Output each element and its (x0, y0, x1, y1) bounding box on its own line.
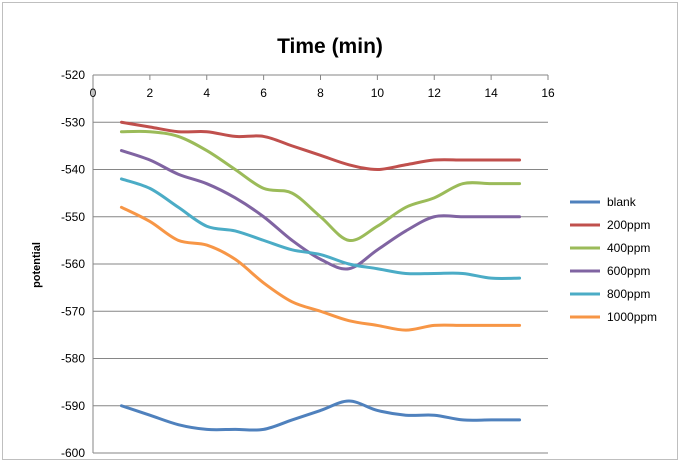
axes (92, 74, 549, 453)
y-tick-labels: -520 -530 -540 -550 -560 -570 -580 -590 -600 (61, 68, 85, 460)
y-tick-label: -600 (61, 446, 85, 460)
legend-label-200ppm: 200ppm (607, 218, 650, 232)
series-line-blank (119, 399, 522, 432)
y-tick-label: -590 (61, 399, 85, 413)
legend: blank 200ppm 400ppm 600ppm 800ppm 1000ppm (570, 195, 657, 324)
legend-label-blank: blank (607, 195, 637, 209)
x-tick-label: 12 (428, 86, 442, 100)
y-tick-label: -540 (61, 163, 85, 177)
series-line-200ppm (119, 120, 522, 171)
x-tick-label: 6 (260, 86, 267, 100)
x-tick-label: 10 (371, 86, 385, 100)
y-tick-label: -530 (61, 115, 85, 129)
series-line-1000ppm (119, 205, 522, 332)
series-line-800ppm (119, 177, 522, 281)
x-tick-label: 14 (484, 86, 498, 100)
legend-label-400ppm: 400ppm (607, 241, 650, 255)
y-tick-label: -570 (61, 304, 85, 318)
y-tick-label: -550 (61, 210, 85, 224)
x-tick-label: 16 (541, 86, 555, 100)
series-line-400ppm (119, 129, 522, 242)
x-tick-label: 8 (317, 86, 324, 100)
y-axis-label: potential (31, 242, 43, 288)
legend-label-600ppm: 600ppm (607, 264, 650, 278)
x-tick-label: 0 (90, 86, 97, 100)
series-line-600ppm (119, 149, 522, 271)
chart-title: Time (min) (277, 35, 383, 58)
x-tick-labels: 0 2 4 6 8 10 12 14 16 (90, 86, 555, 100)
y-tick-label: -560 (61, 257, 85, 271)
legend-label-800ppm: 800ppm (607, 287, 650, 301)
series-lines (119, 120, 522, 432)
legend-label-1000ppm: 1000ppm (607, 310, 657, 324)
x-tick-label: 4 (203, 86, 210, 100)
x-tick-label: 2 (147, 86, 154, 100)
y-tick-label: -580 (61, 352, 85, 366)
y-tick-label: -520 (61, 68, 85, 82)
